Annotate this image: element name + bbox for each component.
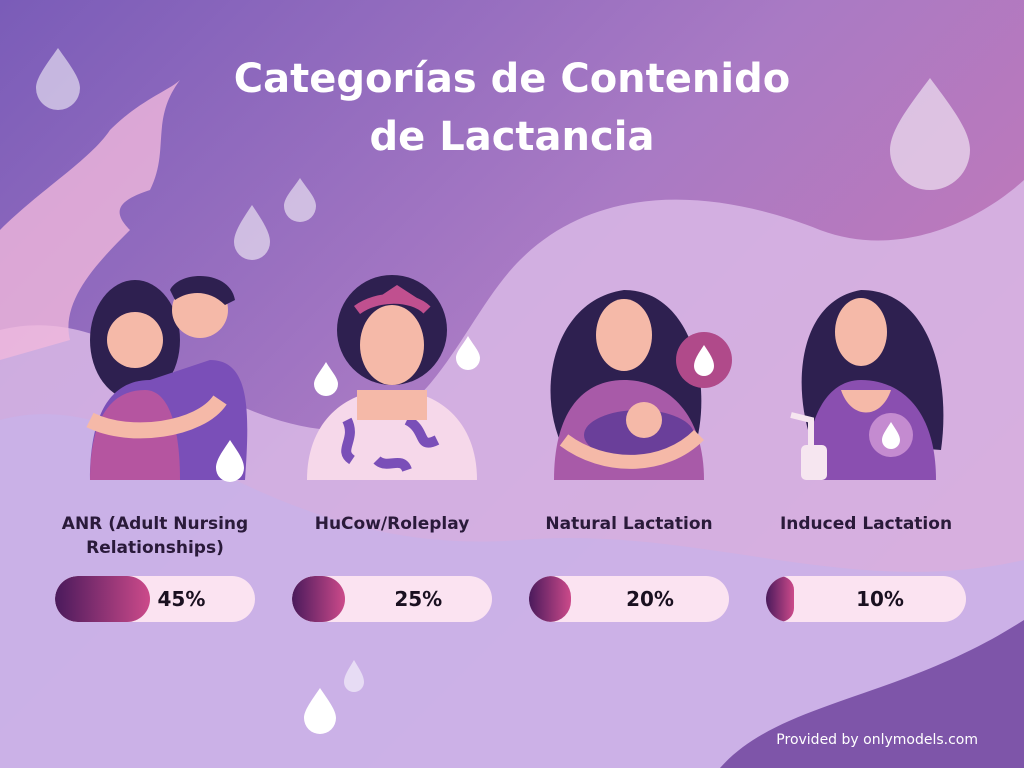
percentage-bar-fill [55,576,150,622]
footer-credit: Provided by onlymodels.com [776,732,978,748]
couple-embrace-icon [86,276,248,482]
category-label: Natural Lactation [545,514,713,534]
percentage-value: 45% [157,587,206,611]
percentage-value: 10% [856,587,904,611]
title-line-2: de Lactancia [369,114,655,160]
category-label: Induced Lactation [779,514,953,534]
mother-breastfeeding-icon [550,290,732,480]
percentage-bar: 20% [529,576,729,622]
percentage-bar: 10% [766,576,966,622]
percentage-value: 20% [626,587,674,611]
percentage-value: 25% [394,587,443,611]
percentage-bar-fill [529,576,571,622]
droplet-icons-solid [304,336,480,734]
page-title: Categorías de Contenido de Lactancia [0,50,1024,166]
percentage-bar-fill [766,576,794,622]
woman-breast-pump-icon [790,290,944,480]
percentage-bar-fill [292,576,345,622]
droplet-icons [36,48,970,692]
title-line-1: Categorías de Contenido [233,56,791,102]
silhouette-shape [0,80,180,360]
percentage-bar: 45% [55,576,255,622]
woman-cow-print-icon [307,275,477,480]
category-label: HuCow/Roleplay [314,514,470,534]
category-label: ANR (Adult Nursing Relationships) [61,514,249,558]
percentage-bar: 25% [292,576,492,622]
